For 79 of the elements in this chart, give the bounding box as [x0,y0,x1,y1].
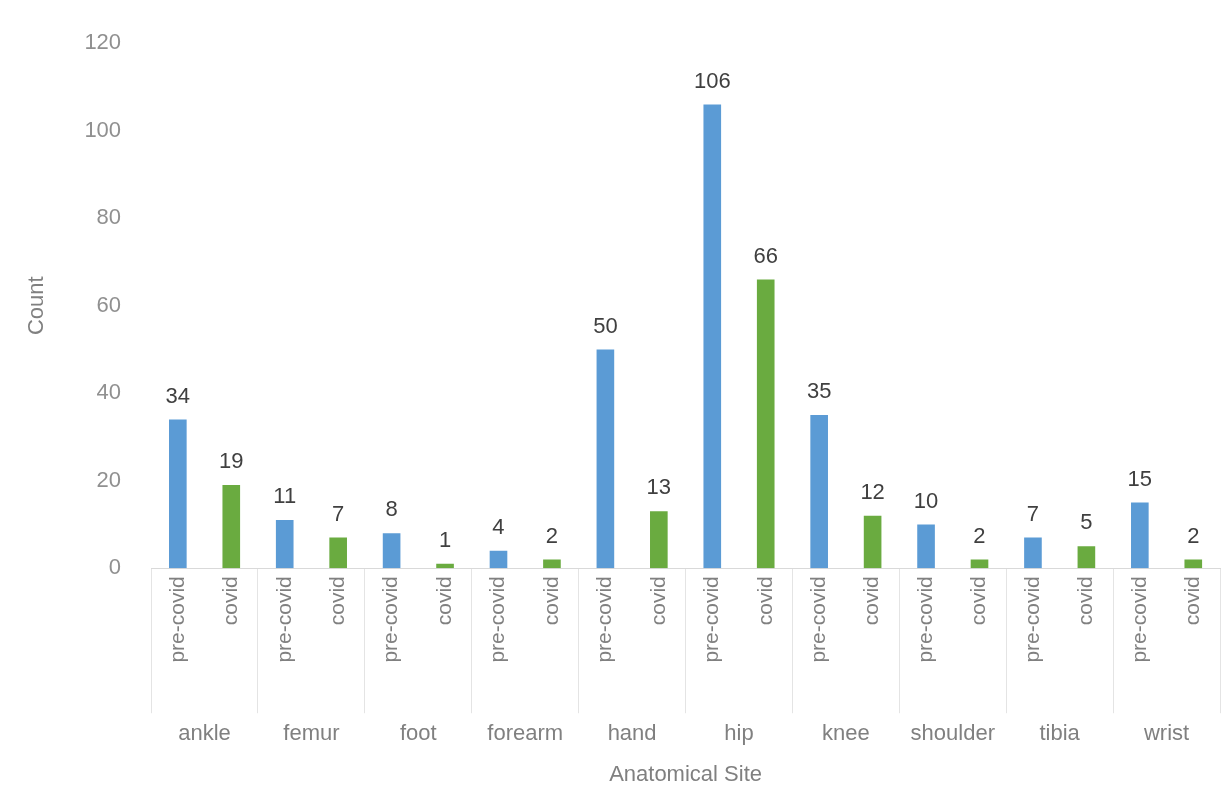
text: pre-covid [805,576,829,663]
y-tick-label: 60 [96,291,122,317]
bar [970,559,989,569]
bar [222,485,241,569]
bar [1024,537,1042,569]
data-label: 106 [693,67,731,93]
data-label: 7 [332,500,345,526]
data-label: 4 [492,513,505,539]
text: covid [431,576,455,626]
bar [1131,502,1149,569]
data-label: 2 [1187,522,1200,548]
y-tick-label: 80 [96,204,122,230]
text: pre-covid [485,576,509,663]
bar [917,524,935,569]
data-label: 5 [1080,509,1093,535]
y-tick-label: 20 [96,466,122,492]
text: pre-covid [271,576,295,663]
x-tick-label: tibia [1039,720,1081,746]
x-axis-title: Anatomical Site [609,760,762,786]
bar [275,520,294,569]
x-tick-label: forearm [487,720,564,746]
text: pre-covid [164,576,188,663]
y-tick-label: 40 [96,379,122,405]
text: covid [752,576,776,626]
text: covid [538,576,562,626]
text: pre-covid [1019,576,1043,663]
data-label: 50 [593,312,618,338]
data-label: 13 [646,474,672,500]
bar [703,104,722,569]
bar [329,537,347,569]
text: pre-covid [378,576,402,663]
y-tick-label: 0 [108,554,122,580]
data-label: 35 [806,378,832,404]
x-tick-label: hip [724,720,754,746]
bar [756,279,775,569]
bar [543,559,561,569]
bar [382,533,401,569]
text: pre-covid [699,576,723,663]
data-label: 7 [1026,500,1040,526]
text: pre-covid [1126,576,1150,663]
data-label: 34 [165,382,191,408]
text: covid [324,576,348,626]
x-tick-label: femur [283,720,340,746]
data-label: 19 [219,448,244,474]
data-label: 66 [753,242,778,268]
x-tick-label: knee [822,720,870,746]
text: covid [1073,576,1097,626]
data-label: 8 [385,496,398,522]
bar [596,349,615,569]
y-tick-label: 100 [84,116,122,142]
y-axis-title: Count [23,276,49,336]
data-label: 15 [1127,465,1153,491]
x-tick-label: foot [399,720,437,746]
bar [169,419,187,569]
bar [489,550,508,569]
text: pre-covid [912,576,936,663]
bar [1184,559,1203,569]
data-label: 2 [973,522,986,548]
x-tick-label: hand [607,720,657,746]
data-label: 1 [438,526,452,552]
x-tick-label: ankle [178,720,231,746]
text: pre-covid [592,576,616,663]
text: covid [218,576,242,626]
text: covid [645,576,669,626]
bar [863,515,882,569]
text: covid [859,576,883,626]
text: covid [966,576,990,626]
bar [810,415,828,569]
text: covid [1180,576,1204,626]
x-tick-label: wrist [1142,720,1190,746]
bar [650,511,668,569]
data-label: 11 [273,483,297,509]
data-label: 2 [545,522,559,548]
x-tick-label: shoulder [910,720,995,746]
bar [1077,546,1096,569]
bar [436,563,454,569]
data-label: 10 [913,487,939,513]
y-tick-label: 120 [84,29,122,55]
data-label: 12 [860,478,885,504]
